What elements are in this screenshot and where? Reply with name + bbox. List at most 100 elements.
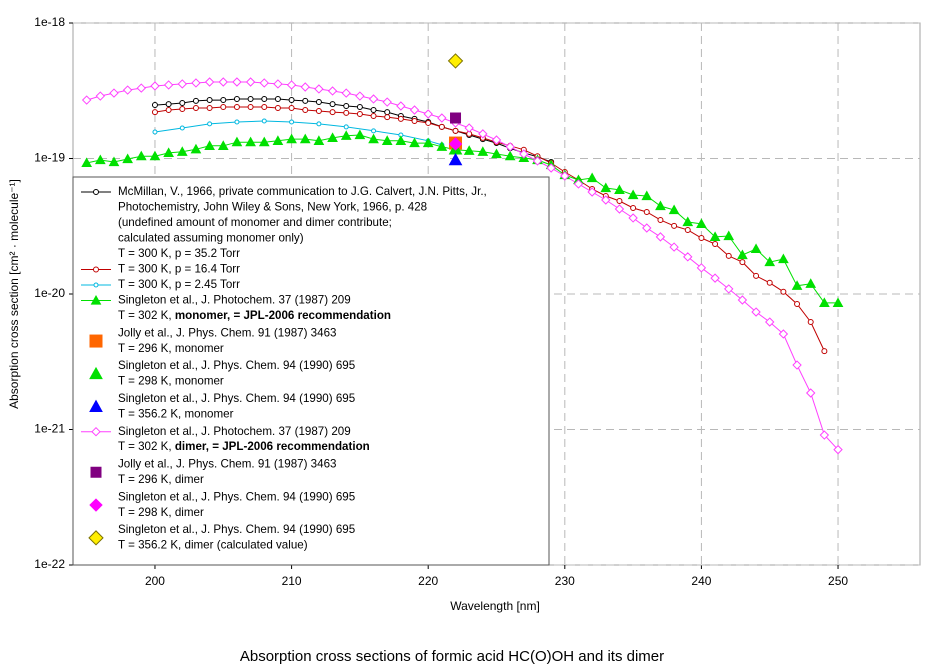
marker	[751, 307, 761, 317]
marker	[327, 86, 338, 96]
marker	[669, 242, 679, 252]
legend-label: Jolly et al., J. Phys. Chem. 91 (1987) 3…	[118, 458, 336, 471]
marker	[614, 204, 625, 214]
marker	[384, 109, 391, 116]
marker	[805, 278, 817, 288]
marker	[737, 249, 748, 260]
marker	[655, 232, 666, 242]
marker	[81, 157, 93, 168]
marker	[234, 119, 240, 125]
marker	[600, 182, 612, 193]
marker	[122, 85, 133, 95]
marker	[340, 130, 352, 140]
marker	[370, 106, 377, 113]
marker	[356, 111, 363, 118]
legend-text-part: T = 302 K,	[118, 440, 175, 453]
marker	[316, 121, 322, 127]
marker	[448, 152, 463, 166]
marker	[206, 97, 213, 104]
legend-label: T = 300 K, p = 2.45 Torr	[118, 278, 240, 291]
marker	[315, 108, 322, 115]
marker	[89, 399, 103, 412]
marker	[90, 466, 102, 478]
y-axis-label: Absorption cross section [cm² · molecule…	[7, 179, 21, 409]
marker	[274, 104, 281, 111]
marker	[381, 135, 393, 145]
marker	[289, 119, 295, 125]
legend: McMillan, V., 1966, private communicatio…	[72, 176, 550, 566]
marker	[832, 297, 844, 308]
marker	[274, 95, 281, 102]
marker	[89, 334, 103, 348]
marker	[642, 223, 652, 233]
marker	[299, 133, 311, 144]
x-tick-label: 240	[691, 574, 711, 588]
marker	[176, 146, 188, 156]
legend-label: T = 302 K, monomer, = JPL-2006 recommend…	[118, 309, 391, 322]
legend-box	[72, 176, 550, 566]
marker	[657, 216, 664, 223]
marker	[354, 129, 366, 140]
marker	[643, 208, 650, 215]
marker	[452, 127, 459, 134]
legend-label: T = 298 K, monomer	[118, 375, 224, 388]
marker	[819, 297, 830, 308]
marker	[204, 140, 215, 150]
marker	[313, 135, 325, 145]
marker	[165, 106, 172, 113]
marker	[505, 142, 515, 152]
marker	[627, 189, 639, 200]
marker	[712, 240, 719, 247]
marker	[478, 129, 488, 139]
marker	[724, 284, 734, 294]
marker	[409, 105, 420, 115]
legend-label: Singleton et al., J. Phys. Chem. 94 (199…	[118, 359, 355, 372]
marker	[628, 213, 638, 223]
x-tick-label: 200	[145, 574, 165, 588]
marker	[764, 256, 776, 267]
marker	[95, 91, 106, 101]
marker	[91, 426, 101, 437]
marker	[286, 80, 297, 90]
marker	[218, 77, 228, 87]
marker	[425, 119, 432, 126]
marker	[179, 99, 186, 106]
marker	[370, 112, 377, 119]
marker	[766, 279, 773, 286]
marker	[108, 156, 120, 167]
marker	[261, 95, 268, 102]
marker	[671, 222, 678, 229]
marker	[343, 124, 349, 130]
marker	[329, 101, 336, 108]
marker	[232, 77, 242, 87]
marker	[327, 132, 338, 142]
legend-label: T = 296 K, monomer	[118, 342, 224, 355]
marker	[807, 319, 814, 326]
marker	[765, 317, 775, 327]
marker	[436, 141, 448, 151]
marker	[302, 97, 309, 104]
marker	[532, 156, 543, 166]
marker	[709, 231, 721, 241]
marker	[463, 145, 475, 155]
marker	[464, 123, 474, 133]
marker	[204, 77, 215, 87]
y-tick-label: 1e-20	[34, 286, 65, 300]
marker	[94, 154, 106, 165]
x-tick-label: 250	[828, 574, 848, 588]
marker	[668, 204, 680, 215]
y-tick-label: 1e-22	[34, 557, 65, 571]
marker	[179, 125, 185, 131]
marker	[791, 280, 803, 290]
marker	[315, 99, 322, 106]
marker	[710, 273, 720, 283]
marker	[696, 218, 707, 229]
marker	[259, 78, 269, 88]
marker	[586, 172, 598, 183]
marker	[806, 388, 816, 398]
marker	[655, 200, 666, 211]
marker	[616, 197, 623, 204]
marker	[286, 133, 297, 144]
marker	[152, 129, 158, 135]
